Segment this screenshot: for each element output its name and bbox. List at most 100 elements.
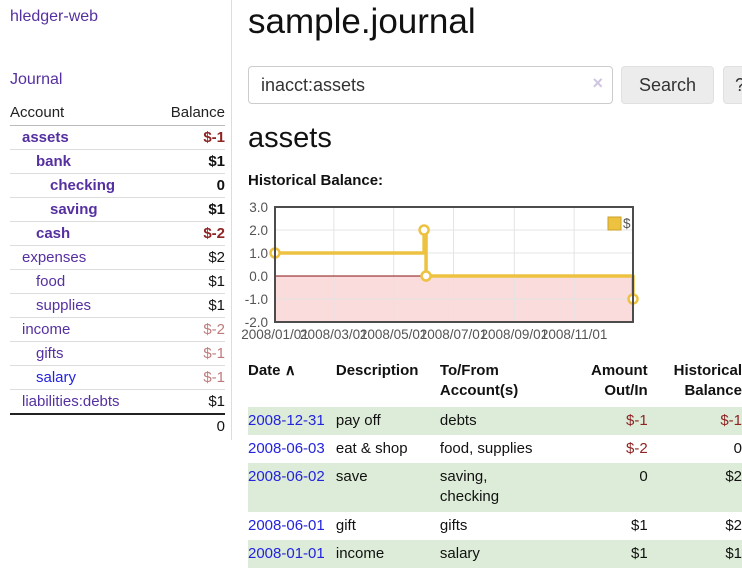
accounts-total-row: 0 <box>10 413 225 438</box>
svg-text:-1.0: -1.0 <box>245 292 268 307</box>
transaction-description: gift <box>335 516 356 534</box>
account-link[interactable]: gifts <box>36 345 64 362</box>
sort-ascending-icon: ∧ <box>284 362 296 379</box>
svg-text:2.0: 2.0 <box>249 223 268 238</box>
account-balance: $1 <box>208 393 225 410</box>
search-form: × Search ? <box>248 66 742 104</box>
help-button[interactable]: ? <box>723 66 742 104</box>
transaction-balance: $2 <box>725 516 742 534</box>
transaction-amount: 0 <box>639 468 648 485</box>
sidebar: hledger-web Journal Account Balance asse… <box>0 0 232 440</box>
transaction-description: save <box>335 463 440 512</box>
register-header-description: Description <box>335 362 419 379</box>
transaction-amount: $-2 <box>625 439 648 457</box>
account-balance: 0 <box>216 177 225 194</box>
svg-text:2008/03/01: 2008/03/01 <box>300 327 368 342</box>
svg-text:3.0: 3.0 <box>249 200 268 215</box>
transaction-amount: $-1 <box>625 411 648 429</box>
register-table: Date ∧ Description To/From Account(s) Am… <box>248 358 742 568</box>
chart-label: Historical Balance: <box>248 172 384 189</box>
transaction-amount: $1 <box>630 516 648 534</box>
transaction-date-link[interactable]: 2008-12-31 <box>248 411 325 429</box>
account-balance: $1 <box>208 297 225 314</box>
svg-text:2008/05/01: 2008/05/01 <box>360 327 428 342</box>
transaction-balance: 0 <box>733 439 742 457</box>
transaction-accounts: food, supplies <box>439 439 533 457</box>
account-row: income $-2 <box>10 317 225 342</box>
transaction-description: income <box>335 539 440 568</box>
transaction-row: 2008-06-03 eat & shop food, supplies $-2… <box>248 435 742 463</box>
account-link[interactable]: checking <box>50 177 116 194</box>
account-row: cash $-2 <box>10 221 225 246</box>
transaction-balance: $1 <box>725 544 742 562</box>
accounts-header-balance: Balance <box>153 100 225 126</box>
svg-text:2008/09/01: 2008/09/01 <box>481 327 549 342</box>
transaction-description: eat & shop <box>335 439 408 457</box>
account-link[interactable]: saving <box>50 201 98 218</box>
account-link[interactable]: salary <box>36 369 77 386</box>
transaction-accounts: salary <box>439 539 546 568</box>
register-header-date[interactable]: Date ∧ <box>248 362 296 379</box>
transaction-date-link[interactable]: 2008-06-03 <box>248 439 325 457</box>
account-link[interactable]: food <box>36 273 66 290</box>
account-balance: $1 <box>208 201 225 218</box>
register-header-accounts: To/From Account(s) <box>439 362 519 400</box>
account-row: checking 0 <box>10 173 225 198</box>
accounts-total: 0 <box>153 413 225 438</box>
transaction-accounts: saving, checking <box>439 463 546 512</box>
register-header-balance: Historical Balance <box>673 362 742 400</box>
account-row: food $1 <box>10 269 225 294</box>
page-title: sample.journal <box>248 2 476 41</box>
transaction-date-link[interactable]: 2008-06-01 <box>248 516 325 534</box>
account-row: supplies $1 <box>10 293 225 318</box>
search-input[interactable] <box>248 66 613 104</box>
account-link[interactable]: supplies <box>36 297 92 314</box>
account-row: assets $-1 <box>10 125 225 150</box>
account-link[interactable]: liabilities:debts <box>22 393 120 410</box>
account-balance: $1 <box>208 153 225 170</box>
transaction-row: 2008-12-31 pay off debts $-1 $-1 <box>248 406 742 435</box>
account-balance: $-1 <box>203 345 225 362</box>
historical-balance-chart: 3.0 2.0 1.0 0.0 -1.0 -2.02008/01/012008/03/01… <box>241 200 639 342</box>
account-balance: $-2 <box>203 321 225 338</box>
transaction-balance: $-1 <box>720 411 742 429</box>
account-link[interactable]: bank <box>36 153 72 170</box>
transaction-amount: $1 <box>630 544 648 562</box>
svg-text:-2.0: -2.0 <box>245 315 268 330</box>
app-brand-link[interactable]: hledger-web <box>10 8 99 25</box>
transaction-row: 2008-06-01 gift gifts $1 $2 <box>248 512 742 540</box>
transaction-description: pay off <box>335 406 440 435</box>
account-balance: $1 <box>208 273 225 290</box>
accounts-header-row: Account Balance <box>10 100 225 126</box>
clear-search-icon[interactable]: × <box>592 73 603 93</box>
transaction-accounts: gifts <box>439 516 468 534</box>
account-link[interactable]: income <box>22 321 71 338</box>
svg-text:1.0: 1.0 <box>249 246 268 261</box>
account-balance: $-2 <box>203 225 225 242</box>
search-button[interactable]: Search <box>621 66 715 104</box>
account-page-title: assets <box>248 122 332 154</box>
sidebar-item-journal[interactable]: Journal <box>10 71 63 88</box>
accounts-table: Account Balance assets $-1 bank $1 check… <box>10 100 225 438</box>
register-header-amount: Amount Out/In <box>591 362 648 400</box>
account-link[interactable]: cash <box>36 225 71 242</box>
account-link[interactable]: expenses <box>22 249 87 266</box>
transaction-row: 2008-01-01 income salary $1 $1 <box>248 539 742 568</box>
transaction-date-link[interactable]: 2008-01-01 <box>248 544 325 562</box>
account-balance: $2 <box>208 249 225 266</box>
account-row: bank $1 <box>10 149 225 174</box>
transaction-accounts: debts <box>439 406 546 435</box>
account-row: liabilities:debts $1 <box>10 389 225 415</box>
accounts-header-account: Account <box>10 100 154 126</box>
transaction-date-link[interactable]: 2008-06-02 <box>248 468 325 485</box>
account-row: expenses $2 <box>10 245 225 270</box>
account-balance: $-1 <box>203 129 225 146</box>
account-row: saving $1 <box>10 197 225 222</box>
svg-text:2008/07/01: 2008/07/01 <box>420 327 488 342</box>
account-row: salary $-1 <box>10 365 225 390</box>
transaction-row: 2008-06-02 save saving, checking 0 $2 <box>248 463 742 512</box>
svg-text:0.0: 0.0 <box>249 269 268 284</box>
account-link[interactable]: assets <box>22 129 69 146</box>
svg-text:$: $ <box>623 216 631 231</box>
svg-text:2008/11/01: 2008/11/01 <box>541 327 608 342</box>
